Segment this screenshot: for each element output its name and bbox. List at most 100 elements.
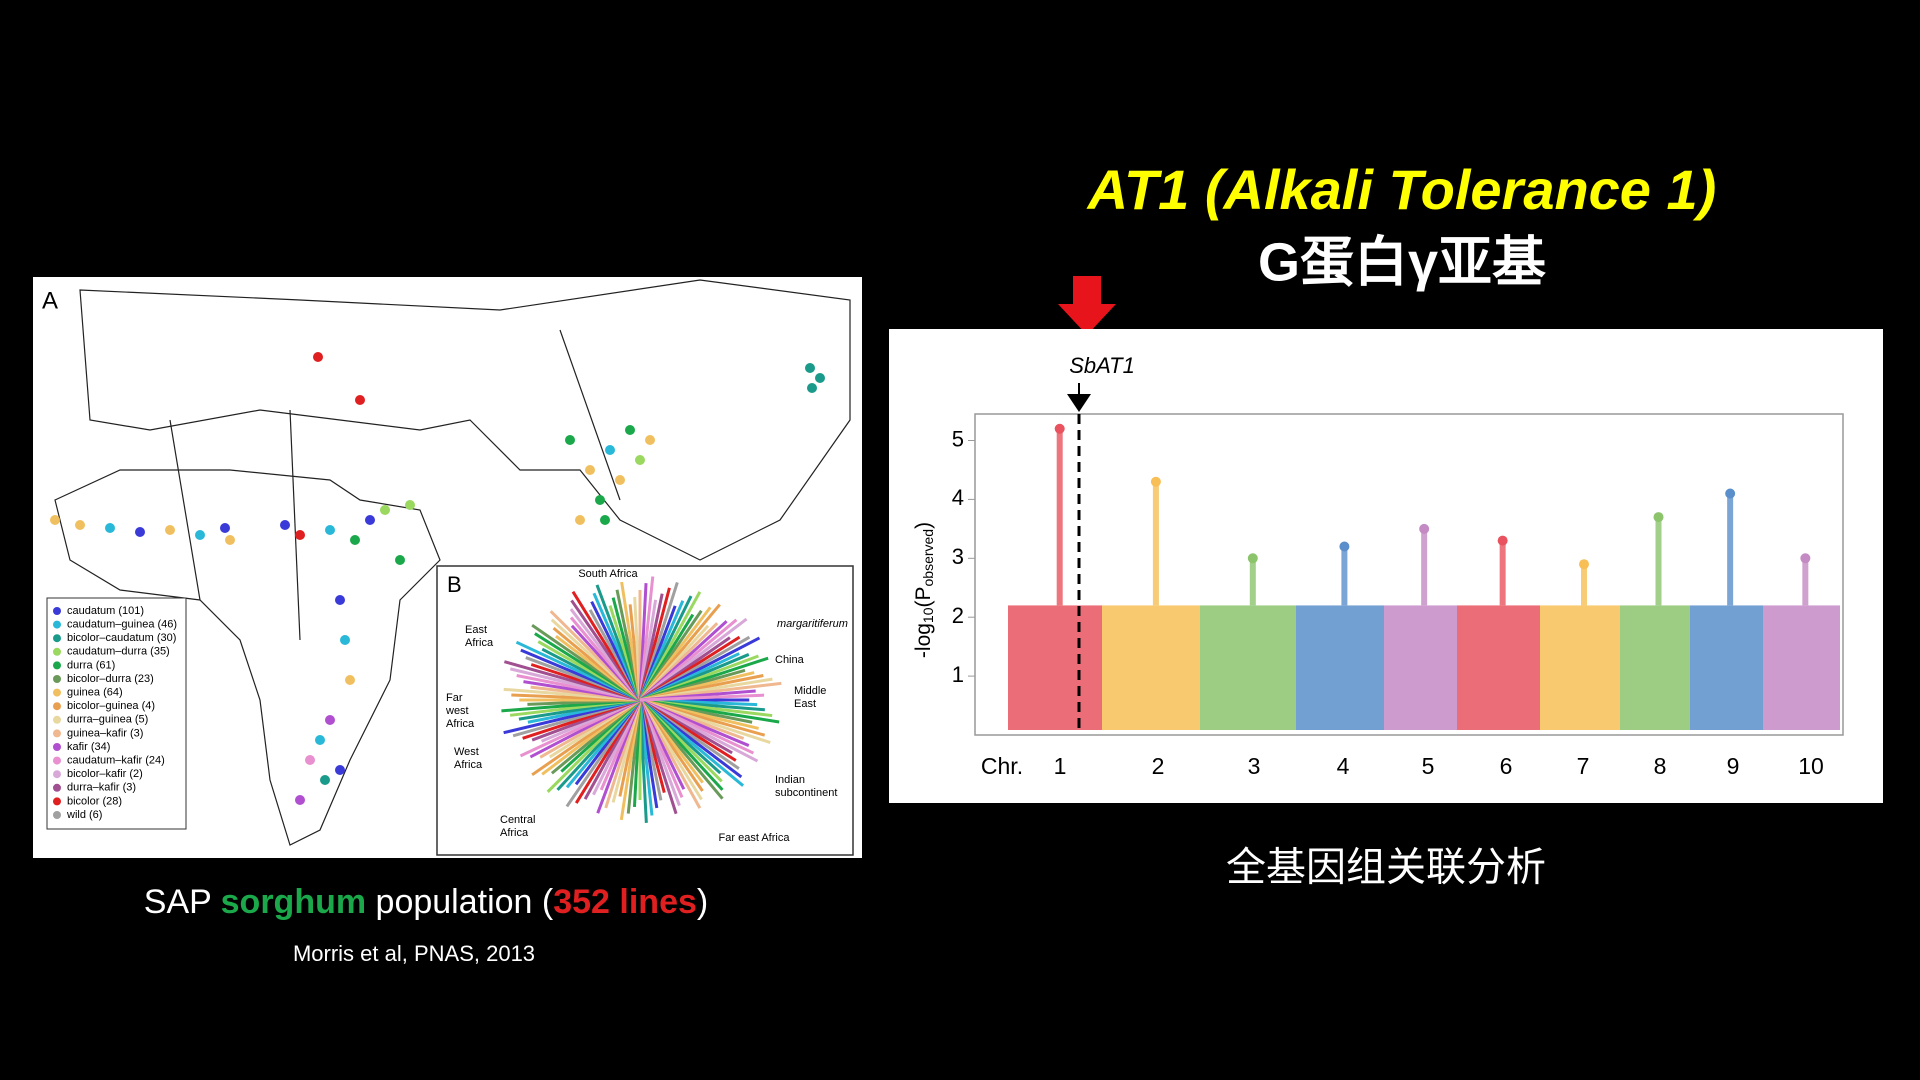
chromosome-band xyxy=(1296,605,1384,730)
y-axis-label-part: -log xyxy=(912,623,935,658)
legend-swatch xyxy=(53,675,61,683)
chromosome-band xyxy=(1102,605,1200,730)
region-label: Far west Africa xyxy=(445,692,475,730)
map-dot xyxy=(405,500,415,510)
right-caption: 全基因组关联分析 xyxy=(1226,846,1546,890)
legend-label: guinea (64) xyxy=(67,687,123,699)
y-tick-label: 2 xyxy=(952,603,964,628)
map-dot xyxy=(600,515,610,525)
map-dot xyxy=(50,515,60,525)
map-dot xyxy=(595,495,605,505)
map-dot xyxy=(295,795,305,805)
map-dot xyxy=(815,373,825,383)
x-tick-label: 8 xyxy=(1654,753,1667,779)
map-dot xyxy=(565,435,575,445)
caption-segment: ) xyxy=(697,883,708,921)
region-label: Far east Africa xyxy=(719,832,791,844)
panel-label: B xyxy=(447,572,462,597)
peak-point xyxy=(1054,423,1065,434)
map-dot xyxy=(305,755,315,765)
legend-label: durra–guinea (5) xyxy=(67,714,148,726)
x-axis-label: Chr. xyxy=(981,753,1023,779)
legend-swatch xyxy=(53,702,61,711)
region-label-line: East xyxy=(794,698,816,710)
legend-label: guinea–kafir (3) xyxy=(67,727,143,739)
map-dot xyxy=(225,535,235,545)
map-dot xyxy=(805,363,815,373)
map-dot xyxy=(585,465,595,475)
x-tick-label: 7 xyxy=(1577,753,1590,779)
red-arrow xyxy=(1058,276,1116,335)
y-tick-label: 3 xyxy=(952,544,964,569)
region-label-line: west xyxy=(445,705,469,717)
region-label: Central Africa xyxy=(500,814,535,839)
map-dot xyxy=(335,595,345,605)
map-dot xyxy=(220,523,230,533)
gene-arrow-head xyxy=(1067,394,1091,412)
map-dot xyxy=(340,635,350,645)
x-tick-label: 10 xyxy=(1798,753,1824,779)
region-label: Middle East xyxy=(794,685,826,710)
peak-point xyxy=(1419,523,1430,534)
border xyxy=(169,419,201,601)
map-dot xyxy=(315,735,325,745)
legend-label: bicolor–guinea (4) xyxy=(67,700,155,712)
map-dot xyxy=(325,525,335,535)
title: AT1 (Alkali Tolerance 1) xyxy=(1086,158,1717,221)
x-tick-label: 3 xyxy=(1248,753,1261,779)
map-dot xyxy=(75,520,85,530)
map-dots xyxy=(50,352,825,805)
legend-label: caudatum (101) xyxy=(67,605,144,617)
region-label: China xyxy=(775,654,805,666)
legend-label: caudatum–durra (35) xyxy=(67,646,170,658)
legend-swatch xyxy=(53,797,61,806)
legend-swatch xyxy=(53,715,61,724)
map-dot xyxy=(325,715,335,725)
map-dot xyxy=(165,525,175,535)
map-dot xyxy=(345,675,355,685)
region-label-line: Middle xyxy=(794,685,826,697)
x-tick-label: 5 xyxy=(1422,753,1435,779)
legend-label: durra–kafir (3) xyxy=(67,782,136,794)
region-label-line: West xyxy=(454,746,479,758)
legend-swatch xyxy=(53,783,61,792)
legend-label: wild (6) xyxy=(66,809,102,821)
legend-swatch xyxy=(53,729,61,738)
peak-point xyxy=(1653,512,1664,523)
plot-panel xyxy=(889,329,1883,803)
region-label-line: Indian xyxy=(775,774,805,786)
peak-point xyxy=(1725,488,1736,499)
manhattan-plot: 1 2 3 4 5 1 2 3 4 5 6 7 8 9 10 xyxy=(952,423,1840,779)
caption-segment: 352 lines xyxy=(553,883,697,921)
citation: Morris et al, PNAS, 2013 xyxy=(293,941,535,966)
region-label-line: China xyxy=(775,654,805,666)
legend-swatch xyxy=(53,811,61,819)
region-label: margaritiferum xyxy=(777,618,848,630)
tree-fan xyxy=(501,576,782,823)
region-label-line: Far xyxy=(446,692,463,704)
legend-label: kafir (34) xyxy=(67,741,110,753)
y-tick-label: 1 xyxy=(952,662,964,687)
map-dot xyxy=(320,775,330,785)
legend-box xyxy=(46,597,187,830)
region-label-line: Central xyxy=(500,814,535,826)
legend-swatch xyxy=(53,661,61,670)
y-axis-label-part: observed xyxy=(920,529,936,587)
chromosome-band xyxy=(1384,605,1457,730)
map-dot xyxy=(335,765,345,775)
region-label-line: margaritiferum xyxy=(777,618,848,630)
map-dot xyxy=(380,505,390,515)
legend-swatch xyxy=(53,647,61,656)
chromosome-band xyxy=(1008,605,1102,730)
x-tick-label: 6 xyxy=(1500,753,1513,779)
y-axis-label-part: 10 xyxy=(920,607,936,623)
gene-label: SbAT1 xyxy=(1069,353,1135,378)
map-dot xyxy=(280,520,290,530)
peak-point xyxy=(1339,541,1350,552)
legend-label: bicolor (28) xyxy=(67,795,122,807)
region-label: South Africa xyxy=(578,568,638,580)
